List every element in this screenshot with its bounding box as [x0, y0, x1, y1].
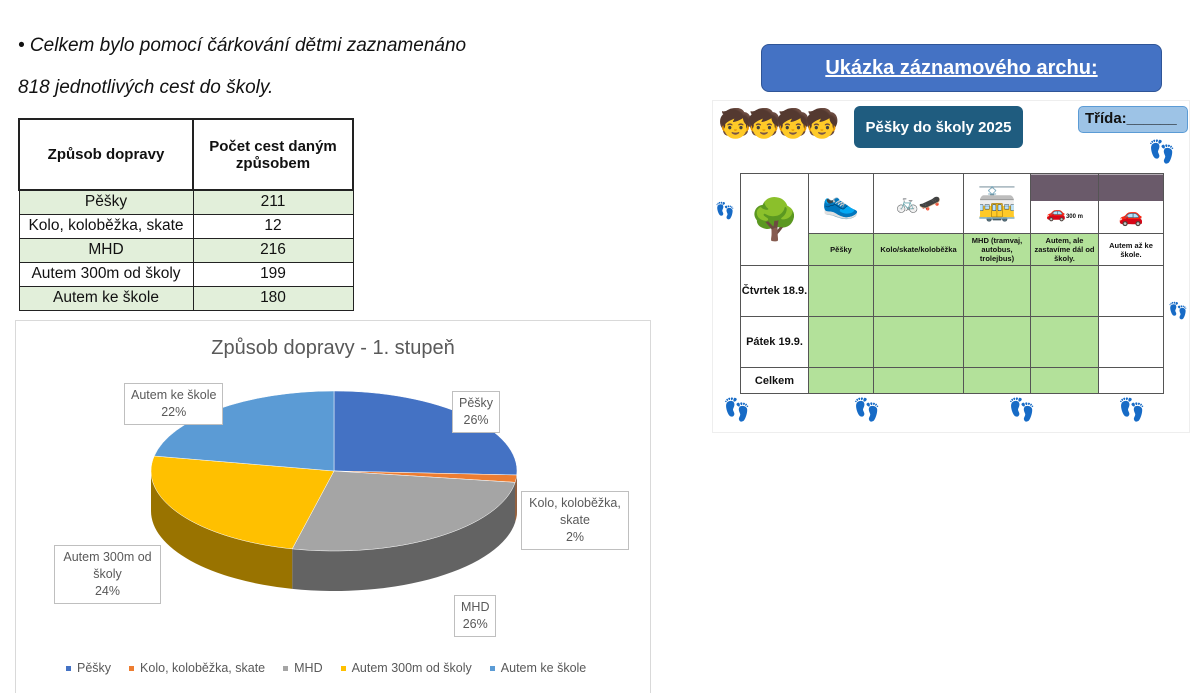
- footprint-icon: 👣: [715, 201, 735, 221]
- cell: Kolo, koloběžka, skate: [19, 214, 193, 238]
- footprint-icon: 👣: [1118, 397, 1145, 423]
- cell: 180: [193, 286, 353, 310]
- legend-item: Autem 300m od školy: [341, 661, 472, 675]
- legend-item: Autem ke škole: [490, 661, 586, 675]
- row-header: Čtvrtek 18.9.: [741, 266, 809, 317]
- intro-line-2: 818 jednotlivých cest do školy.: [18, 77, 273, 99]
- sheet-title: Pěšky do školy 2025: [854, 106, 1023, 148]
- car-distance-icon: 🚗300 m: [1031, 174, 1099, 234]
- cell: 12: [193, 214, 353, 238]
- tree-icon: 🌳: [741, 174, 809, 266]
- class-label: Třída:______: [1078, 106, 1188, 133]
- cell: Autem ke škole: [19, 286, 193, 310]
- column-header: Pěšky: [809, 234, 874, 266]
- footprint-icon: 👣: [1148, 139, 1175, 165]
- car-icon: 🚗: [1099, 174, 1164, 234]
- cell: 211: [193, 190, 353, 214]
- tram-icon: 🚋: [964, 174, 1031, 234]
- cell: MHD: [19, 238, 193, 262]
- record-grid: 🌳 👟 🚲🛹 🚋 🚗300 m 🚗 Pěšky Kolo/skate/kolob…: [740, 173, 1164, 394]
- footprint-icon: 👣: [1168, 301, 1188, 321]
- row-header: Celkem: [741, 368, 809, 394]
- cell: 216: [193, 238, 353, 262]
- legend-item: MHD: [283, 661, 322, 675]
- chart-legend: Pěšky Kolo, koloběžka, skate MHD Autem 3…: [66, 661, 586, 675]
- sample-record-sheet: 🧒🧒🧒🧒 Pěšky do školy 2025 Třída:______ 👣 …: [712, 100, 1190, 433]
- row-header: Pátek 19.9.: [741, 317, 809, 368]
- cell: Pěšky: [19, 190, 193, 214]
- cell: 199: [193, 262, 353, 286]
- legend-item: Kolo, koloběžka, skate: [129, 661, 265, 675]
- cell: Autem 300m od školy: [19, 262, 193, 286]
- column-header: Kolo/skate/koloběžka: [874, 234, 964, 266]
- sneakers-icon: 👟: [809, 174, 874, 234]
- column-header: Autem až ke škole.: [1099, 234, 1164, 266]
- column-header: MHD (tramvaj, autobus, trolejbus): [964, 234, 1031, 266]
- header-mode: Způsob dopravy: [19, 119, 193, 190]
- footprint-icon: 👣: [853, 397, 880, 423]
- legend-item: Pěšky: [66, 661, 111, 675]
- intro-line-1: • Celkem bylo pomocí čárkování dětmi zaz…: [18, 35, 466, 57]
- footprint-icon: 👣: [723, 397, 750, 423]
- header-count: Počet cest daným způsobem: [193, 119, 353, 190]
- children-illustration: 🧒🧒🧒🧒: [718, 107, 833, 140]
- column-header: Autem, ale zastavíme dál od školy.: [1031, 234, 1099, 266]
- bike-scooter-icon: 🚲🛹: [874, 174, 964, 234]
- footprint-icon: 👣: [1008, 397, 1035, 423]
- sample-sheet-button[interactable]: Ukázka záznamového archu:: [761, 44, 1162, 92]
